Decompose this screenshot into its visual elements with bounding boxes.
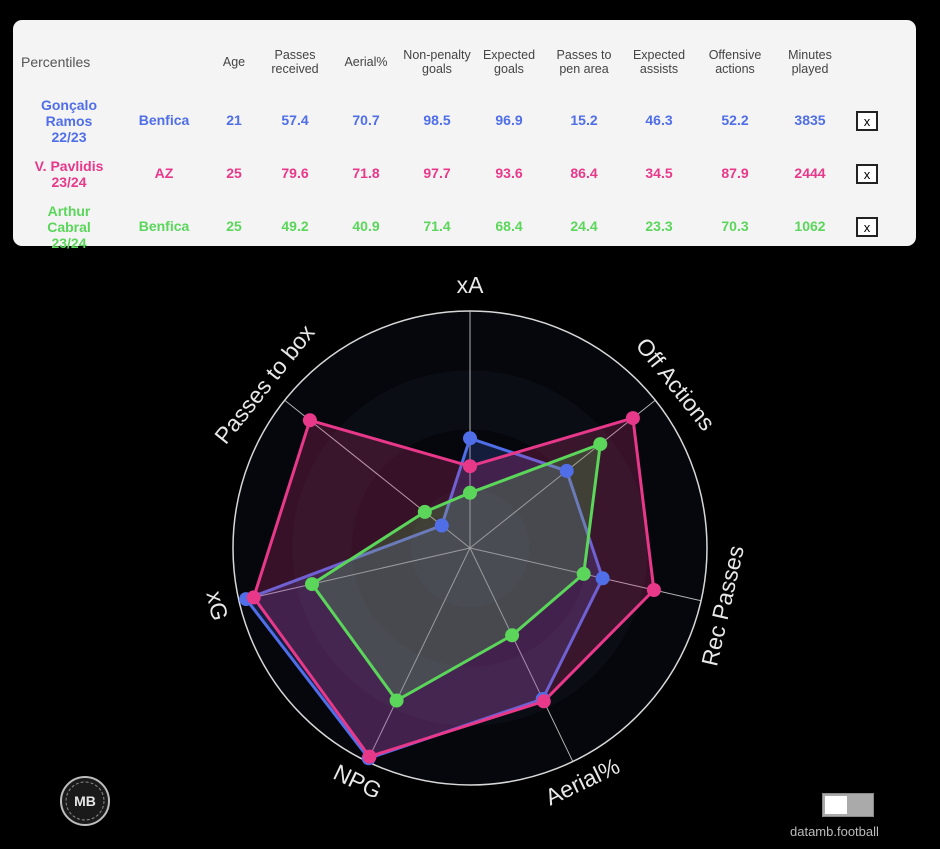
player-name: V. Pavlidis 23/24 bbox=[34, 157, 104, 190]
team-cell: Benfica bbox=[138, 218, 190, 234]
data-point bbox=[305, 577, 319, 592]
stat-cell: 1062 bbox=[794, 218, 826, 234]
data-point bbox=[559, 463, 574, 478]
data-point bbox=[595, 571, 610, 586]
data-point bbox=[505, 628, 520, 643]
theme-toggle[interactable] bbox=[822, 793, 874, 817]
radar-spoke bbox=[238, 547, 471, 602]
column-header: Passes to pen area bbox=[556, 48, 612, 76]
data-point bbox=[362, 749, 377, 764]
stat-cell: 52.2 bbox=[721, 112, 749, 128]
series-polygon bbox=[252, 416, 656, 759]
axis-label: xG bbox=[201, 588, 233, 622]
column-header: Aerial% bbox=[344, 55, 388, 69]
data-point bbox=[625, 411, 640, 426]
column-header: Age bbox=[222, 55, 246, 69]
data-point bbox=[417, 504, 432, 519]
table-header-row: Percentiles Age Passes received Aerial% Non-… bbox=[19, 30, 889, 94]
data-point bbox=[576, 566, 591, 581]
stat-cell: 3835 bbox=[794, 112, 826, 128]
table-row: V. Pavlidis 23/24 AZ 25 79.6 71.8 97.7 93.6 86.4… bbox=[19, 147, 889, 200]
stat-cell: 25 bbox=[226, 218, 242, 234]
stat-cell: 86.4 bbox=[570, 165, 598, 181]
remove-player-button[interactable]: x bbox=[856, 163, 878, 184]
comparison-table: Percentiles Age Passes received Aerial% Non-… bbox=[19, 30, 889, 253]
stat-cell: 79.6 bbox=[281, 165, 309, 181]
stat-cell: 25 bbox=[226, 165, 242, 181]
team-header bbox=[119, 30, 209, 94]
stat-cell: 46.3 bbox=[645, 112, 673, 128]
data-point bbox=[463, 431, 477, 446]
data-point bbox=[389, 693, 404, 708]
stat-cell: 98.5 bbox=[423, 112, 451, 128]
stat-cell: 87.9 bbox=[721, 165, 749, 181]
stat-cell: 23.3 bbox=[645, 218, 673, 234]
player-name: Arthur Cabral 23/24 bbox=[47, 202, 91, 251]
column-header: Expected assists bbox=[632, 48, 686, 76]
stat-cell: 15.2 bbox=[570, 112, 598, 128]
stat-cell: 71.8 bbox=[352, 165, 380, 181]
remove-header bbox=[845, 30, 889, 94]
team-cell: AZ bbox=[154, 165, 174, 181]
stat-cell: 68.4 bbox=[495, 218, 523, 234]
svg-text:MB: MB bbox=[74, 793, 96, 809]
data-point bbox=[463, 459, 477, 474]
brand-watermark: datamb.football bbox=[790, 824, 879, 839]
table-row: Gonçalo Ramos 22/23 Benfica 21 57.4 70.7 98.5 96… bbox=[19, 94, 889, 147]
stat-cell: 70.7 bbox=[352, 112, 380, 128]
stat-cell: 93.6 bbox=[495, 165, 523, 181]
stat-cell: 24.4 bbox=[570, 218, 598, 234]
column-header: Expected goals bbox=[482, 48, 536, 76]
radar-spoke bbox=[469, 547, 574, 762]
data-point bbox=[434, 518, 449, 533]
table-row: Arthur Cabral 23/24 Benfica 25 49.2 40.9 71.4 68… bbox=[19, 200, 889, 253]
stat-cell: 96.9 bbox=[495, 112, 523, 128]
comparison-table-card: Percentiles Age Passes received Aerial% Non-… bbox=[13, 20, 916, 251]
remove-player-button[interactable]: x bbox=[856, 110, 878, 131]
data-point bbox=[302, 413, 317, 428]
stat-cell: 49.2 bbox=[281, 218, 309, 234]
data-point bbox=[593, 437, 608, 452]
series-polygon bbox=[310, 442, 602, 702]
data-point bbox=[536, 694, 551, 709]
column-header: Passes received bbox=[271, 48, 319, 76]
remove-player-button[interactable]: x bbox=[856, 216, 878, 237]
percentiles-label: Percentiles bbox=[21, 54, 91, 70]
data-point bbox=[463, 485, 477, 500]
team-cell: Benfica bbox=[138, 112, 190, 128]
stat-cell: 2444 bbox=[794, 165, 826, 181]
stat-cell: 34.5 bbox=[645, 165, 673, 181]
stat-cell: 40.9 bbox=[352, 218, 380, 234]
remove-cell: x bbox=[845, 200, 889, 253]
remove-cell: x bbox=[845, 147, 889, 200]
stat-cell: 97.7 bbox=[423, 165, 451, 181]
data-point bbox=[646, 583, 661, 597]
stat-cell: 21 bbox=[226, 112, 242, 128]
column-header: Offensive actions bbox=[708, 48, 762, 76]
stat-cell: 71.4 bbox=[423, 218, 451, 234]
radar-spoke bbox=[366, 547, 471, 762]
stat-cell: 57.4 bbox=[281, 112, 309, 128]
axis-label: xA bbox=[457, 272, 485, 298]
stat-cell: 70.3 bbox=[721, 218, 749, 234]
data-point bbox=[246, 590, 261, 605]
column-header: Minutes played bbox=[788, 48, 832, 76]
toggle-knob bbox=[825, 796, 847, 814]
mb-logo-icon: MB bbox=[60, 776, 110, 826]
player-name: Gonçalo Ramos 22/23 bbox=[40, 96, 97, 145]
column-header: Non-penalty goals bbox=[403, 48, 471, 76]
remove-cell: x bbox=[845, 94, 889, 147]
